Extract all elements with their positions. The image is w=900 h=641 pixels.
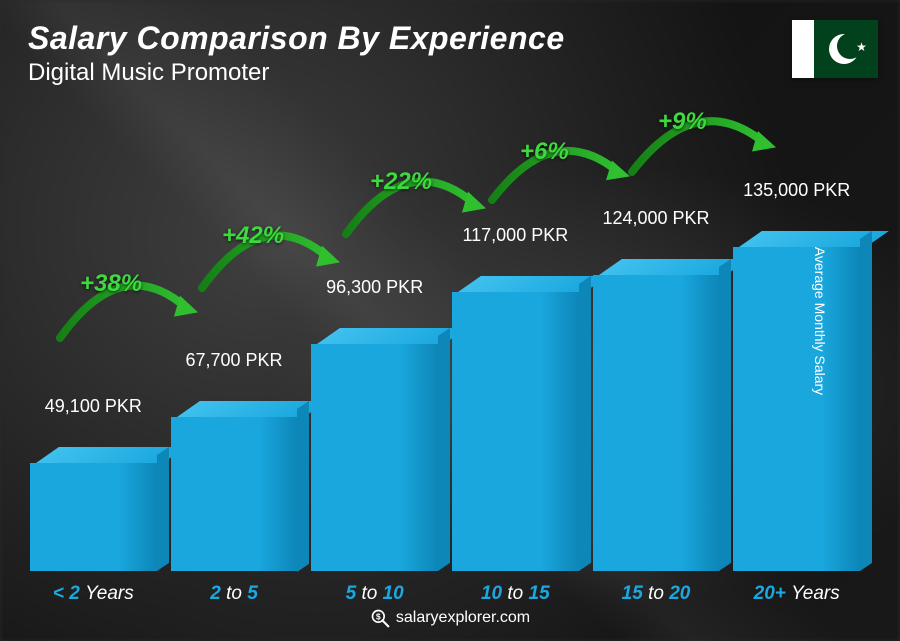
increment-label-0: +38%	[80, 270, 142, 298]
bar-value-label: 124,000 PKR	[602, 208, 709, 229]
star-icon: ★	[856, 40, 867, 54]
svg-text:$: $	[376, 612, 381, 622]
bar-shape	[30, 447, 157, 571]
footer: $ salaryexplorer.com	[0, 608, 900, 633]
bar-value-label: 135,000 PKR	[743, 180, 850, 201]
bar-category-label: < 2 Years	[53, 583, 134, 605]
site-logo: $ salaryexplorer.com	[370, 608, 530, 628]
y-axis-label: Average Monthly Salary	[812, 246, 828, 394]
increment-label-3: +6%	[520, 138, 569, 166]
increment-label-4: +9%	[658, 108, 707, 136]
flag-field: ★	[814, 20, 879, 78]
bar-shape	[311, 328, 438, 571]
magnifier-dollar-icon: $	[370, 608, 390, 628]
flag-stripe	[792, 20, 814, 78]
crescent-icon	[829, 34, 859, 64]
site-name: salaryexplorer.com	[396, 609, 530, 627]
page-title: Salary Comparison By Experience	[28, 20, 565, 57]
bar-shape	[593, 259, 720, 571]
header: Salary Comparison By Experience Digital …	[28, 20, 565, 87]
flag-pakistan: ★	[792, 20, 878, 78]
bar-category-label: 10 to 15	[481, 583, 550, 605]
bar-5: 135,000 PKR20+ Years	[733, 120, 860, 571]
bar-value-label: 96,300 PKR	[326, 277, 423, 298]
bar-value-label: 67,700 PKR	[185, 350, 282, 371]
bar-shape	[452, 276, 579, 571]
increment-label-2: +22%	[370, 168, 432, 196]
bar-shape	[171, 401, 298, 572]
bar-category-label: 5 to 10	[346, 583, 404, 605]
bar-category-label: 2 to 5	[210, 583, 258, 605]
bar-category-label: 15 to 20	[622, 583, 691, 605]
bar-value-label: 49,100 PKR	[45, 396, 142, 417]
page-subtitle: Digital Music Promoter	[28, 59, 565, 87]
bar-chart: 49,100 PKR< 2 Years67,700 PKR2 to 5 96,30…	[30, 120, 860, 571]
bar-1: 67,700 PKR2 to 5	[171, 120, 298, 571]
bar-0: 49,100 PKR< 2 Years	[30, 120, 157, 571]
bar-3: 117,000 PKR10 to 15	[452, 120, 579, 571]
increment-label-1: +42%	[222, 222, 284, 250]
bar-4: 124,000 PKR15 to 20	[593, 120, 720, 571]
bar-category-label: 20+ Years	[754, 583, 840, 605]
bar-shape	[733, 231, 860, 571]
bar-value-label: 117,000 PKR	[462, 225, 568, 246]
